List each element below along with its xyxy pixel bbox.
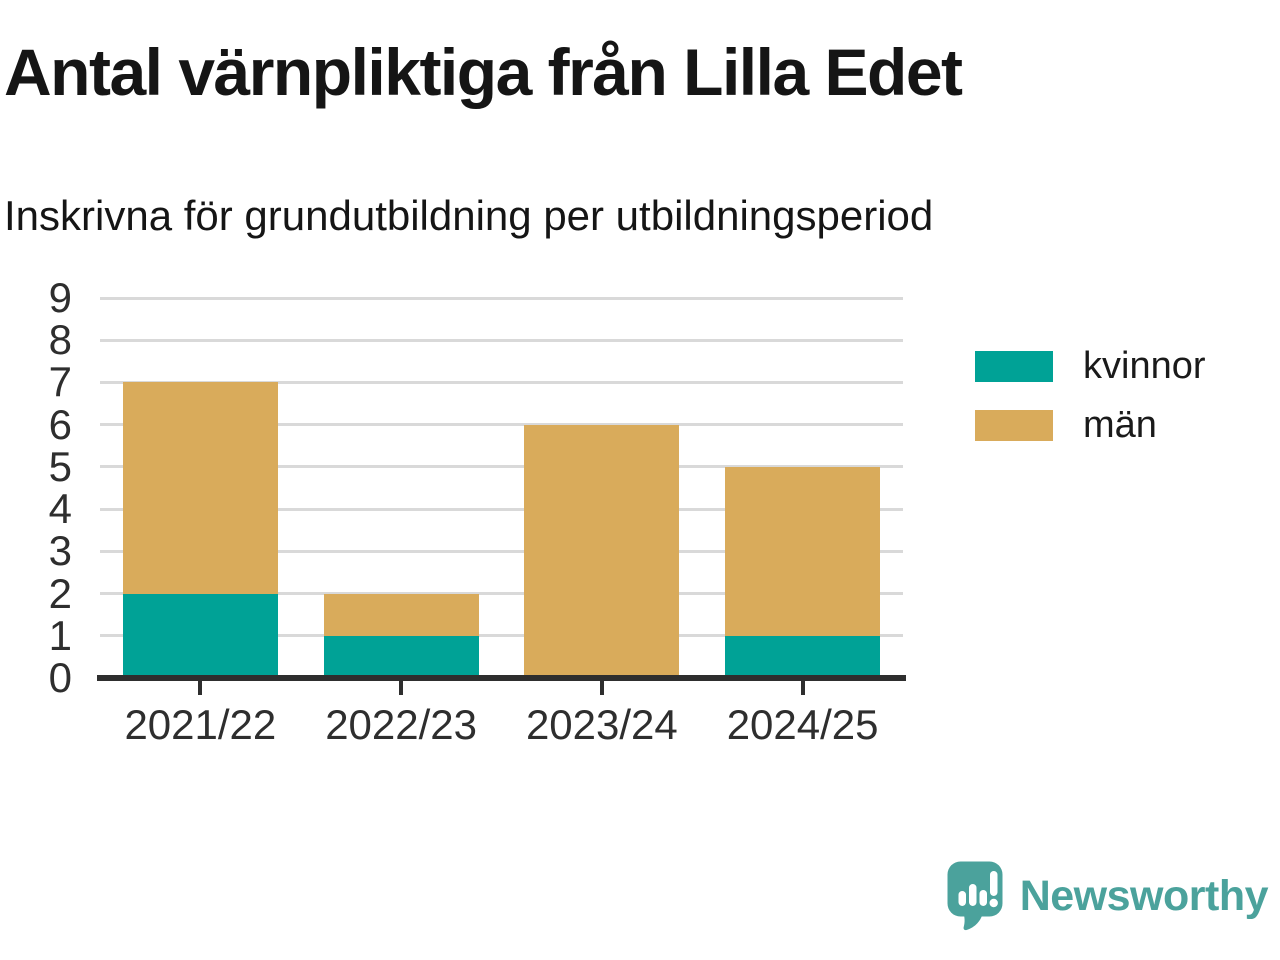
y-axis-tick-label: 0 xyxy=(48,654,72,701)
x-axis-line xyxy=(97,675,906,681)
bar-segment-män-2023/24 xyxy=(524,424,680,678)
legend-item-män: män xyxy=(975,396,1206,455)
legend-item-kvinnor: kvinnor xyxy=(975,337,1206,396)
bar-segment-kvinnor-2022/23 xyxy=(323,635,479,678)
gridline-3 xyxy=(100,549,903,553)
bar-segment-män-2021/22 xyxy=(122,382,278,594)
bar-segment-kvinnor-2021/22 xyxy=(122,593,278,678)
x-axis-tick xyxy=(399,681,404,695)
x-axis-tick-label: 2021/22 xyxy=(124,701,277,748)
gridline-1 xyxy=(100,634,903,638)
y-axis-tick-label: 3 xyxy=(48,527,72,575)
y-axis-tick-label: 6 xyxy=(48,400,72,448)
gridline-7 xyxy=(100,380,903,384)
chart-title: Antal värnpliktiga från Lilla Edet xyxy=(4,35,963,109)
x-axis-tick-label: 2023/24 xyxy=(525,701,678,748)
bar-segment-män-2024/25 xyxy=(725,466,881,636)
y-axis-tick-label: 8 xyxy=(48,316,72,364)
x-axis-tick xyxy=(599,681,604,695)
y-axis-tick-label: 1 xyxy=(48,611,72,659)
legend-swatch-kvinnor xyxy=(975,351,1053,382)
bar-segment-män-2022/23 xyxy=(323,593,479,636)
x-axis-tick-label: 2024/25 xyxy=(726,701,879,748)
gridline-5 xyxy=(100,465,903,469)
gridline-4 xyxy=(100,507,903,511)
y-axis-tick-label: 9 xyxy=(48,274,72,321)
y-axis-tick-label: 7 xyxy=(48,358,72,406)
x-axis-tick xyxy=(800,681,805,695)
bar-segment-kvinnor-2024/25 xyxy=(725,635,881,678)
legend-swatch-män xyxy=(975,410,1053,441)
x-axis-tick-label: 2022/23 xyxy=(325,701,478,748)
legend: kvinnor män xyxy=(975,337,1206,455)
x-axis-tick xyxy=(198,681,203,695)
y-axis-tick-label: 5 xyxy=(48,442,72,490)
y-axis-tick-label: 2 xyxy=(48,569,72,617)
branding-footer: Newsworthy xyxy=(946,860,1269,932)
gridline-2 xyxy=(100,592,903,596)
legend-label-kvinnor: kvinnor xyxy=(1083,345,1206,387)
newsworthy-logo-icon xyxy=(947,861,1003,931)
logo-wordmark: Newsworthy xyxy=(1019,871,1269,920)
chart-subtitle: Inskrivna för grundutbildning per utbild… xyxy=(4,192,934,239)
gridline-9 xyxy=(100,296,903,300)
y-axis-tick-label: 4 xyxy=(48,485,72,533)
gridline-6 xyxy=(100,423,903,427)
legend-label-män: män xyxy=(1083,404,1157,446)
gridline-8 xyxy=(100,338,903,342)
